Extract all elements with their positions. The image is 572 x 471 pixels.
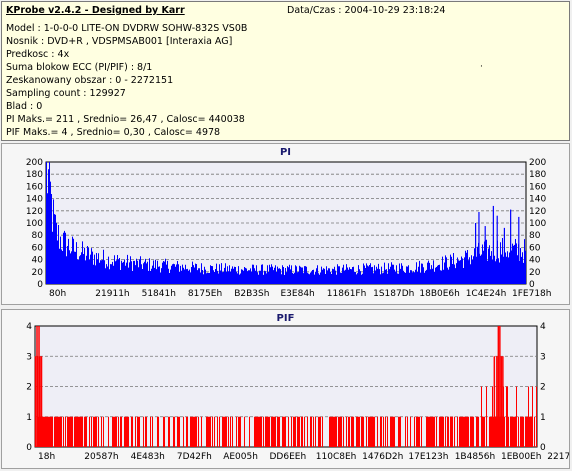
info-model: Model : 1-0-0-0 LITE-ON DVDRW SOHW-832S … [6, 23, 248, 34]
pif-ytick-right: 3 [540, 352, 546, 362]
pi-xtick: B2B3Sh [234, 289, 269, 299]
pi-ytick-left: 200 [26, 158, 43, 168]
info-sampling-count: Sampling count : 129927 [6, 88, 126, 99]
pi-ytick-left: 140 [26, 195, 43, 205]
info-speed: Predkosc : 4x [6, 49, 70, 60]
pi-ytick-left: 80 [32, 231, 44, 241]
pi-ytick-right: 80 [529, 231, 541, 241]
pi-ytick-right: 180 [529, 170, 546, 180]
pi-xtick: 18B0E6h [419, 289, 459, 299]
pif-xtick: 1476D2h [362, 452, 403, 462]
pif-ytick-right: 2 [540, 383, 546, 393]
pi-ytick-left: 40 [32, 256, 44, 266]
pi-xtick: 1FE718h [512, 289, 551, 299]
pi-xtick: 8175Eh [188, 289, 222, 299]
pif-ytick-right: 1 [540, 413, 546, 423]
info-pif-stats: PIF Maks.= 4 , Srednio= 0,30 , Calosc= 4… [6, 127, 221, 138]
pi-xtick: E3E84h [281, 289, 315, 299]
pi-xtick: 21911h [95, 289, 129, 299]
pi-ytick-right: 60 [529, 243, 541, 253]
info-error: Blad : 0 [6, 101, 43, 112]
info-ecc: Suma blokow ECC (PI/PIF) : 8/1 [6, 62, 153, 73]
pi-ytick-right: 20 [529, 268, 541, 278]
pif-chart-panel: PIF 0 0 1 1 2 2 3 3 4 4 18h 20587h 4E483h 7D42Fh AE005… [1, 309, 570, 469]
pi-chart-title: PI [279, 147, 292, 158]
pif-ytick-left: 3 [26, 352, 32, 362]
pi-xtick: 51841h [142, 289, 176, 299]
pif-xtick: 20587h [84, 452, 118, 462]
info-panel: KProbe v2.4.2 - Designed by Karr Data/Cz… [1, 1, 570, 141]
pi-chart: 0 0 20 20 40 40 60 60 80 80 100 100 120 120 140 140 160 1… [26, 158, 552, 299]
pif-xtick: DD6EEh [270, 452, 307, 462]
info-pi-stats: PI Maks.= 211 , Srednio= 26,47 , Calosc=… [6, 114, 245, 125]
pi-ytick-left: 160 [26, 182, 43, 192]
pi-ytick-left: 20 [32, 268, 44, 278]
pif-chart-title: PIF [276, 313, 295, 324]
pif-xtick: 1B4856h [455, 452, 496, 462]
pi-ytick-right: 40 [529, 256, 541, 266]
pif-xtick: 221724h [547, 452, 569, 462]
pif-chart: 0 0 1 1 2 2 3 3 4 4 18h 20587h 4E483h 7D42Fh AE005h DD6… [26, 322, 569, 462]
pif-ytick-right: 4 [540, 322, 546, 332]
pif-xtick: 110C8Eh [316, 452, 357, 462]
scan-date: Data/Czas : 2004-10-29 23:18:24 [287, 5, 446, 16]
pi-series-bars [46, 162, 526, 284]
pi-xtick: 80h [49, 289, 66, 299]
pi-chart-panel: PI 0 0 20 20 40 40 60 60 80 80 100 100 120 120 140 140 1… [1, 143, 570, 305]
pi-ytick-right: 120 [529, 207, 546, 217]
pi-ytick-left: 0 [37, 280, 43, 290]
app-title: KProbe v2.4.2 - Designed by Karr [6, 5, 185, 16]
pi-ytick-right: 0 [529, 280, 535, 290]
pif-xtick: 7D42Fh [177, 452, 212, 462]
pi-ytick-right: 160 [529, 182, 546, 192]
pif-xtick: 4E483h [131, 452, 165, 462]
pif-ytick-left: 1 [26, 413, 32, 423]
pi-xtick: 1S187Dh [373, 289, 414, 299]
pif-ytick-left: 0 [26, 443, 32, 453]
pif-xtick: AE005h [223, 452, 258, 462]
pi-ytick-left: 120 [26, 207, 43, 217]
pi-ytick-right: 140 [529, 195, 546, 205]
pif-xtick: 17E123h [408, 452, 448, 462]
pif-ytick-left: 4 [26, 322, 32, 332]
pi-ytick-right: 200 [529, 158, 546, 168]
pif-ytick-right: 0 [540, 443, 546, 453]
pi-ytick-left: 60 [32, 243, 44, 253]
pif-ytick-left: 2 [26, 383, 32, 393]
info-scanned-area: Zeskanowany obszar : 0 - 2272151 [6, 75, 174, 86]
info-media: Nosnik : DVD+R , VDSPMSAB001 [Interaxia … [6, 36, 233, 47]
pif-xtick: 1EB00Eh [501, 452, 541, 462]
pi-ytick-left: 180 [26, 170, 43, 180]
pi-ytick-left: 100 [26, 219, 43, 229]
pi-ytick-right: 100 [529, 219, 546, 229]
pi-xtick: 11861Fh [327, 289, 367, 299]
pi-xtick: 1C4E24h [466, 289, 507, 299]
pif-xtick: 18h [38, 452, 55, 462]
stray-dot: · [480, 62, 483, 72]
